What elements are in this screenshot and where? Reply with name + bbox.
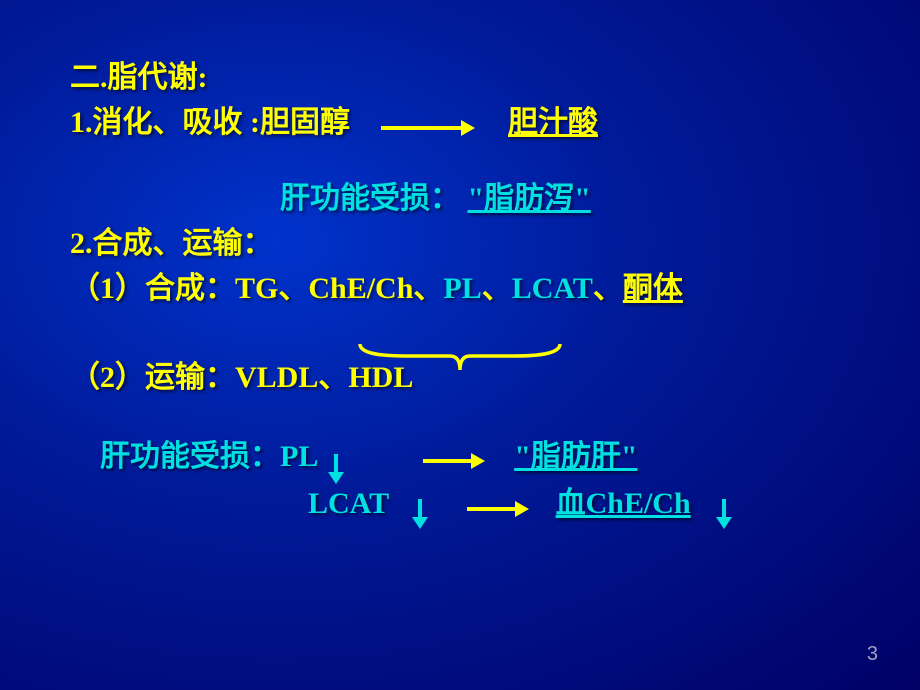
fatty-liver: "脂肪肝" — [514, 440, 637, 473]
liver-damage-label-1: 肝功能受损： — [280, 182, 460, 215]
bile-acid: 胆汁酸 — [508, 106, 598, 139]
arrow-down-1 — [328, 454, 344, 484]
slide-content: 二.脂代谢: 1.消化、吸收 :胆固醇 胆汁酸 肝功能受损： "脂肪泻" 2.合… — [0, 0, 920, 529]
line-synthesis-transport: 2.合成、运输： — [70, 221, 850, 266]
arrow-right-2 — [423, 436, 485, 481]
title-line: 二.脂代谢: — [70, 55, 850, 100]
blood-che: 血ChE/Ch — [556, 487, 691, 520]
digestion-prefix: 1.消化、吸收 :胆固醇 — [70, 106, 350, 139]
arrow-down-3 — [716, 499, 732, 529]
steatorrhea: "脂肪泻" — [468, 182, 591, 215]
arrow-down-2 — [412, 499, 428, 529]
arrow-right-3 — [467, 484, 529, 529]
sep2: 、 — [593, 272, 623, 305]
sep1: 、 — [482, 272, 512, 305]
line-digestion: 1.消化、吸收 :胆固醇 胆汁酸 — [70, 100, 850, 148]
liver-damage-label-2: 肝功能受损： — [100, 440, 280, 473]
lcat-text: LCAT — [512, 272, 593, 305]
synthesis-prefix: （1）合成：TG、ChE/Ch、 — [70, 272, 443, 305]
line-synthesis: （1）合成：TG、ChE/Ch、PL、LCAT、酮体 — [70, 266, 850, 311]
pl-text: PL — [443, 272, 481, 305]
ketone-text: 酮体 — [623, 272, 683, 305]
line-liver-damage-1: 肝功能受损： "脂肪泻" — [280, 176, 850, 221]
arrow-right-1 — [381, 103, 475, 148]
line-liver-damage-2: 肝功能受损：PL "脂肪肝" — [100, 434, 850, 482]
line-transport: （2）运输：VLDL、HDL — [70, 355, 850, 400]
pl-text-2: PL — [280, 440, 317, 473]
line-lcat: LCAT 血ChE/Ch — [308, 481, 850, 529]
page-number: 3 — [867, 643, 878, 666]
lcat-text-2: LCAT — [308, 487, 389, 520]
